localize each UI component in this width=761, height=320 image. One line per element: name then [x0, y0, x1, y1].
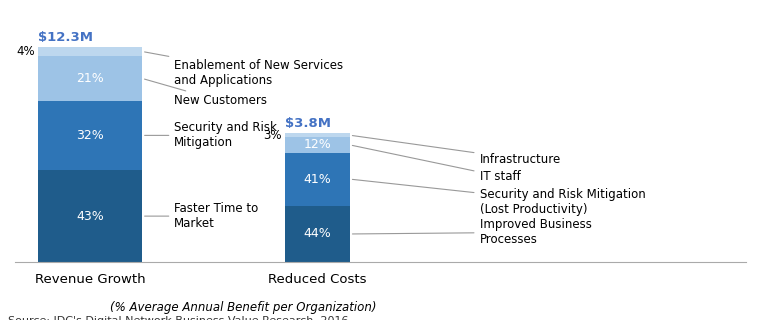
- Bar: [38, 56, 142, 101]
- Text: New Customers: New Customers: [145, 79, 267, 108]
- Text: $3.8M: $3.8M: [285, 117, 331, 130]
- Text: Faster Time to
Market: Faster Time to Market: [145, 202, 259, 230]
- Text: 12%: 12%: [304, 138, 331, 151]
- Text: Enablement of New Services
and Applications: Enablement of New Services and Applicati…: [145, 52, 343, 87]
- Text: Security and Risk Mitigation
(Lost Productivity): Security and Risk Mitigation (Lost Produ…: [352, 180, 645, 216]
- Text: Infrastructure: Infrastructure: [352, 136, 561, 165]
- Text: IT staff: IT staff: [352, 145, 521, 183]
- Bar: [285, 205, 349, 262]
- Bar: [285, 137, 349, 153]
- Text: 3%: 3%: [263, 129, 282, 142]
- Text: 43%: 43%: [76, 210, 103, 223]
- Text: 32%: 32%: [76, 129, 103, 142]
- Text: Security and Risk
Mitigation: Security and Risk Mitigation: [145, 121, 277, 149]
- Text: Source: IDC's Digital Network Business Value Research, 2016.: Source: IDC's Digital Network Business V…: [8, 316, 352, 320]
- Text: Improved Business
Processes: Improved Business Processes: [352, 218, 591, 246]
- Text: $12.3M: $12.3M: [38, 31, 93, 44]
- Bar: [285, 133, 349, 137]
- Text: 41%: 41%: [304, 172, 331, 186]
- Text: 44%: 44%: [304, 228, 331, 241]
- Bar: [38, 170, 142, 262]
- Text: (% Average Annual Benefit per Organization): (% Average Annual Benefit per Organizati…: [110, 300, 377, 314]
- Bar: [38, 47, 142, 56]
- Text: 21%: 21%: [76, 72, 103, 85]
- Bar: [285, 153, 349, 205]
- Bar: [38, 101, 142, 170]
- Text: 4%: 4%: [16, 45, 35, 58]
